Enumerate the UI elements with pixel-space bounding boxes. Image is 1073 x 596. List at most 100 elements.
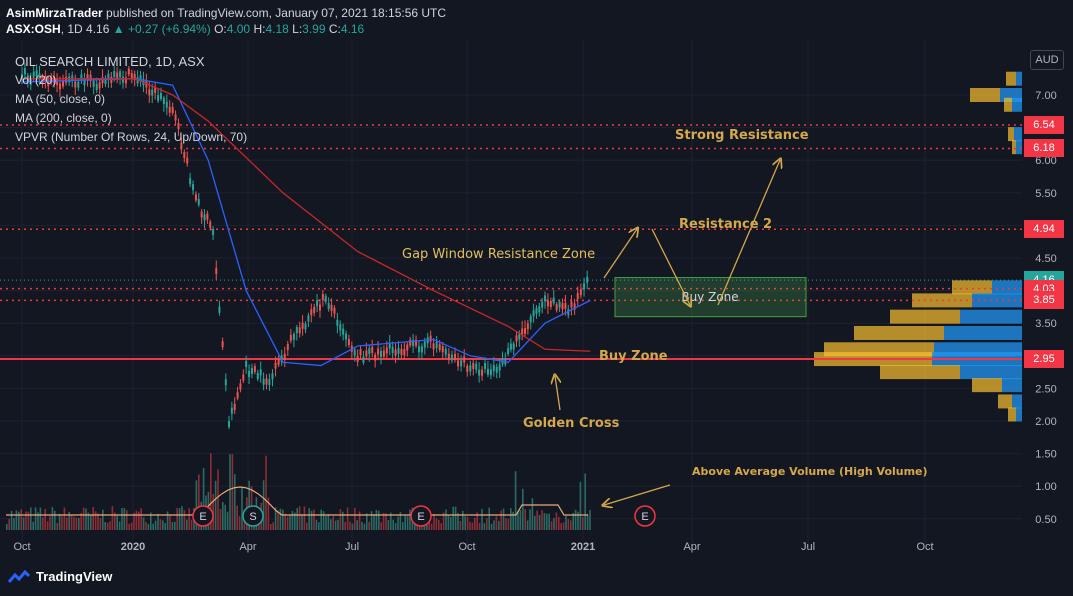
candle-body <box>409 339 412 346</box>
volume-bar <box>289 515 291 530</box>
candle-body <box>339 324 342 331</box>
volume-bar <box>517 511 519 530</box>
volume-bar <box>488 507 490 530</box>
volume-bar <box>70 514 73 530</box>
volume-bar <box>382 512 385 530</box>
volume-bar <box>219 508 222 530</box>
volume-bar <box>294 512 296 530</box>
resistance2-label: Resistance 2 <box>679 217 772 232</box>
volume-bar <box>80 512 82 530</box>
volume-bar <box>13 518 15 530</box>
candle-body <box>507 348 510 355</box>
volume-bar <box>493 520 495 530</box>
candle-body <box>495 366 498 373</box>
candle-body <box>567 309 570 316</box>
volume-bar <box>462 510 464 530</box>
volume-bar <box>471 522 474 530</box>
publish-info: AsimMirzaTrader published on TradingView… <box>6 6 446 20</box>
volume-bar <box>111 506 114 530</box>
candle-body <box>218 306 221 313</box>
candle-body <box>212 229 215 236</box>
candle-body <box>236 392 239 399</box>
volume-bar <box>387 519 390 530</box>
volume-bar <box>543 512 546 530</box>
candle-body <box>385 347 388 354</box>
candle-body <box>478 369 481 376</box>
symbol[interactable]: ASX:OSH <box>6 22 61 36</box>
volume-bar <box>351 523 354 530</box>
currency-badge[interactable]: AUD <box>1030 50 1064 70</box>
legend-vol[interactable]: Vol (20) <box>15 73 57 87</box>
candle-body <box>558 301 561 308</box>
buy-zone-label: Buy Zone <box>599 349 668 364</box>
volume-bar <box>8 518 10 530</box>
volume-bar <box>445 509 447 530</box>
volume-bar <box>435 518 438 530</box>
volume-bar <box>229 454 231 530</box>
candle-body <box>245 361 248 368</box>
x-tick-label: Apr <box>683 541 700 553</box>
volume-bar <box>330 519 332 530</box>
volume-bar <box>572 513 574 530</box>
volume-bar <box>39 507 42 530</box>
profile-up-bar <box>1016 407 1022 422</box>
volume-bar <box>478 523 481 530</box>
candle-body <box>192 184 195 191</box>
profile-down-bar <box>1006 71 1016 86</box>
x-tick-label: 2020 <box>121 541 145 553</box>
candle-body <box>466 365 469 372</box>
tradingview-logo[interactable]: TradingView <box>8 569 112 584</box>
up-triangle-icon: ▲ <box>112 22 125 36</box>
candle-body <box>38 73 41 80</box>
candle-body <box>221 341 224 348</box>
volume-bar <box>567 519 570 530</box>
profile-down-bar <box>1004 97 1012 112</box>
volume-bar <box>198 474 200 530</box>
low-value: 3.99 <box>302 22 326 36</box>
legend-ma50[interactable]: MA (50, close, 0) <box>15 92 106 106</box>
volume-bar <box>118 521 121 530</box>
last-price: 4.16 <box>86 22 110 36</box>
legend-ma200[interactable]: MA (200, close, 0) <box>15 111 112 125</box>
y-tick-label: 7.00 <box>1035 90 1056 102</box>
volume-bar <box>87 512 90 530</box>
volume-bar <box>579 481 582 530</box>
candle-body <box>248 371 251 378</box>
candle-body <box>58 83 61 90</box>
volume-bar <box>519 510 522 530</box>
volume-bar <box>22 517 25 530</box>
volume-bar <box>183 510 186 530</box>
profile-up-bar <box>1012 97 1022 112</box>
candle-body <box>127 68 130 75</box>
volume-bar <box>538 515 541 530</box>
price-label: 3.85 <box>1024 291 1064 310</box>
author-name[interactable]: AsimMirzaTrader <box>6 6 103 20</box>
price-change: +0.27 (+6.94%) <box>127 22 211 36</box>
volume-bar <box>106 522 109 530</box>
candle-body <box>586 276 589 283</box>
price-label: 2.95 <box>1024 350 1064 369</box>
volume-bar <box>296 508 298 530</box>
candle-body <box>371 346 374 353</box>
profile-down-bar <box>890 309 960 324</box>
volume-bar <box>440 523 442 530</box>
volume-bar <box>212 493 214 530</box>
profile-up-bar <box>1016 140 1022 155</box>
volume-bar <box>20 509 22 530</box>
volume-bar <box>454 506 457 530</box>
candle-body <box>230 407 233 414</box>
volume-bar <box>248 480 250 530</box>
candle-body <box>295 327 298 334</box>
candle-body <box>95 83 98 90</box>
volume-bar <box>66 517 68 530</box>
volume-bar <box>469 521 471 530</box>
volume-bar <box>85 508 87 530</box>
volume-bar <box>385 513 387 530</box>
volume-bar <box>332 516 334 530</box>
legend-title[interactable]: OIL SEARCH LIMITED, 1D, ASX <box>15 54 205 69</box>
candle-body <box>92 80 95 87</box>
volume-bar <box>176 507 178 530</box>
legend-vpvr[interactable]: VPVR (Number Of Rows, 24, Up/Down, 70) <box>15 130 248 144</box>
candle-body <box>529 316 532 323</box>
candle-body <box>298 327 301 334</box>
